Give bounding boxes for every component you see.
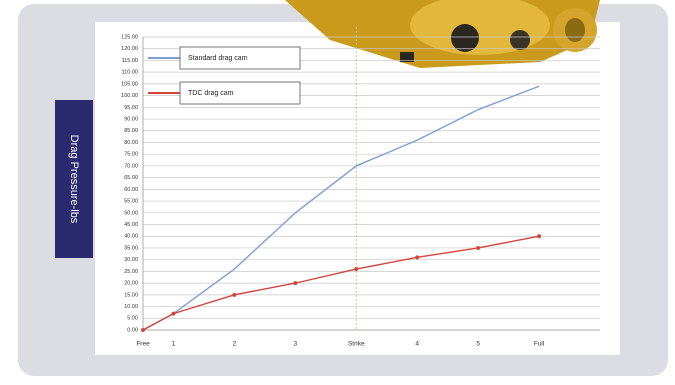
y-axis-label-box	[55, 100, 93, 258]
y-tick-label: 95.00	[124, 105, 138, 111]
series-marker	[141, 328, 145, 332]
y-tick-label: 5.00	[127, 316, 138, 322]
y-tick-label: 40.00	[124, 234, 138, 240]
y-tick-label: 20.00	[124, 281, 138, 287]
y-tick-label: 105.00	[121, 81, 138, 87]
x-tick-label: 4	[415, 341, 419, 348]
series-marker	[354, 267, 359, 272]
y-axis-label: Drag Pressure-lbs	[68, 135, 80, 224]
y-tick-label: 125.00	[121, 34, 138, 40]
y-tick-label: 15.00	[124, 292, 138, 298]
y-tick-label: 120.00	[121, 46, 138, 52]
y-tick-label: 65.00	[124, 175, 138, 181]
x-tick-label: 3	[294, 341, 298, 348]
series-marker	[171, 311, 176, 316]
legend-label: Standard drag cam	[188, 55, 248, 62]
series-line	[142, 235, 540, 331]
y-tick-label: 85.00	[124, 128, 138, 134]
series-marker	[537, 234, 542, 239]
series-marker	[476, 245, 481, 250]
y-tick-label: 55.00	[124, 199, 138, 205]
y-tick-label: 100.00	[121, 93, 138, 99]
y-tick-label: 70.00	[124, 163, 138, 169]
reel-image	[285, 0, 600, 68]
y-tick-label: 75.00	[124, 152, 138, 158]
x-tick-label: 2	[233, 341, 237, 348]
y-tick-label: 50.00	[124, 210, 138, 216]
x-tick-label: 1	[172, 341, 176, 348]
y-tick-label: 80.00	[124, 140, 138, 146]
legend-label: TDC drag cam	[188, 90, 234, 97]
y-tick-label: 30.00	[124, 257, 138, 263]
y-tick-label: 60.00	[124, 187, 138, 193]
y-tick-label: 45.00	[124, 222, 138, 228]
series-marker	[232, 292, 237, 297]
series-line	[142, 85, 540, 331]
y-tick-label: 110.00	[122, 70, 138, 76]
legend-box	[179, 46, 301, 70]
x-tick-label: Free	[136, 341, 150, 348]
legend-box	[179, 81, 301, 105]
y-tick-label: 90.00	[124, 116, 138, 122]
y-tick-label: 35.00	[124, 245, 138, 251]
y-tick-label: 10.00	[124, 304, 138, 310]
x-tick-label: Full	[534, 341, 545, 348]
series-marker	[415, 255, 420, 260]
x-tick-label: Strike	[348, 341, 365, 348]
plot-background	[95, 22, 620, 355]
y-tick-label: 0.00	[127, 327, 138, 333]
x-tick-label: 5	[476, 341, 480, 348]
y-tick-label: 25.00	[124, 269, 138, 275]
series-marker	[293, 281, 298, 286]
y-tick-label: 115.00	[122, 58, 138, 64]
